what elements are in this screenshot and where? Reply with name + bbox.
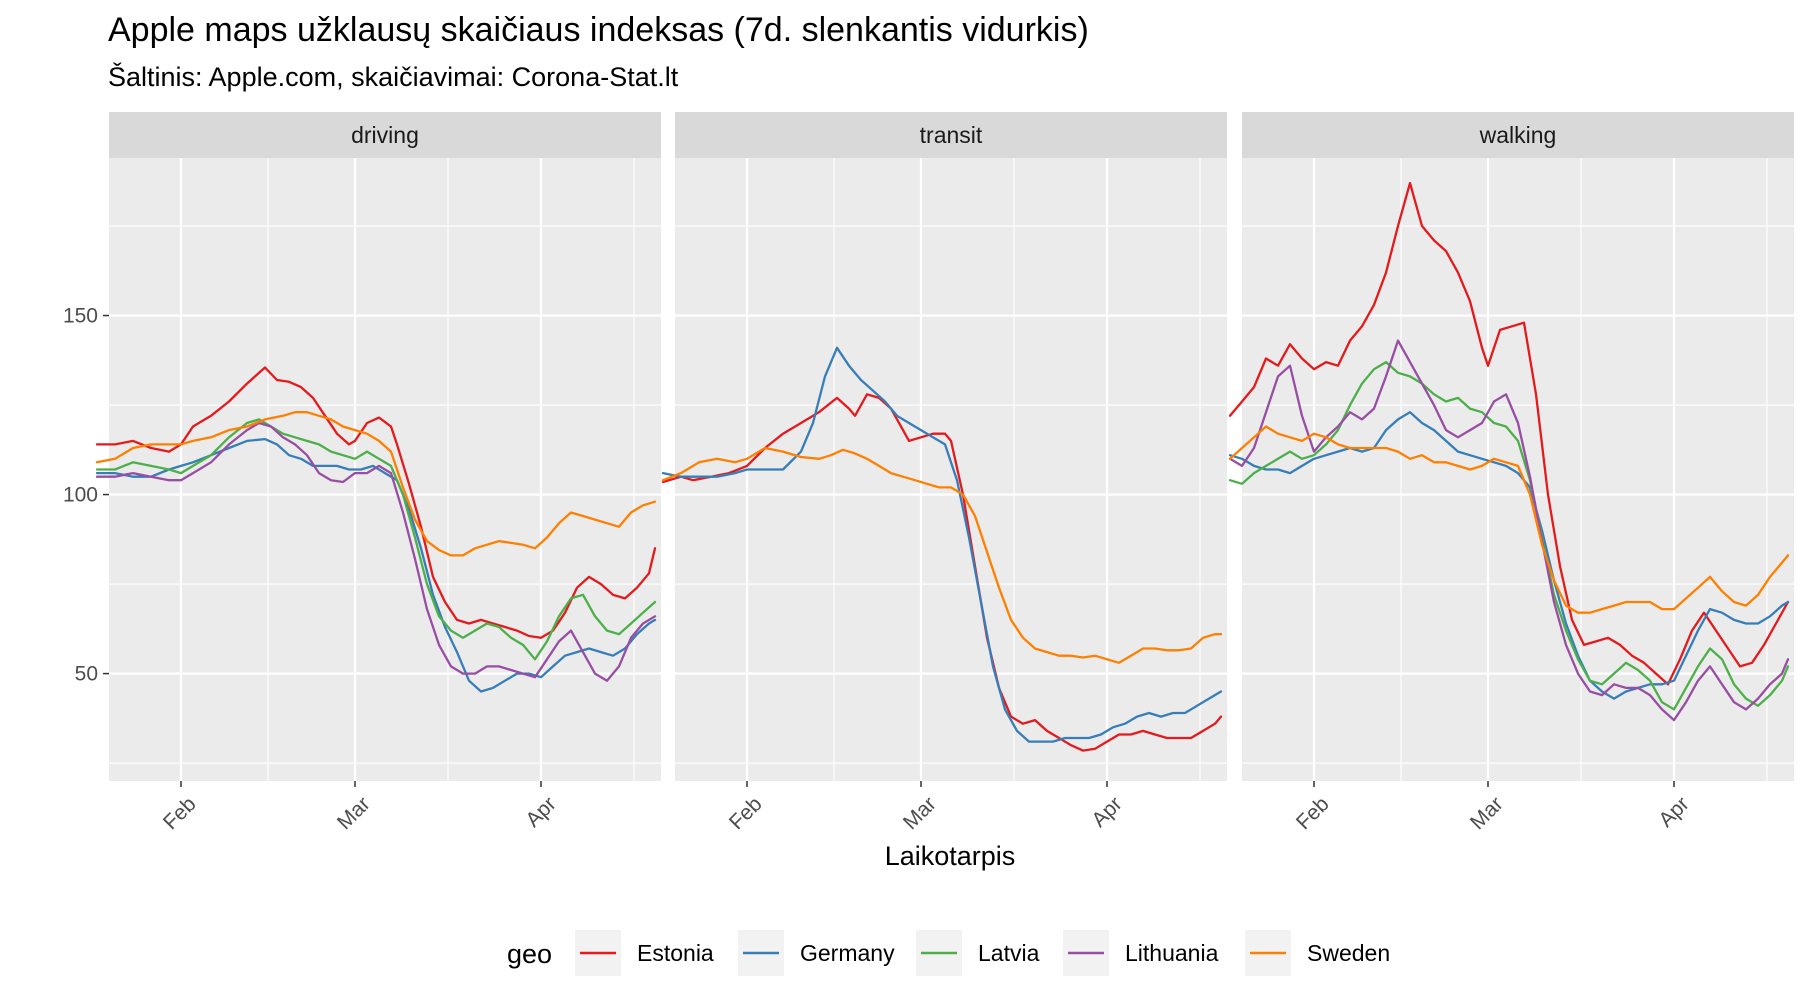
legend-label: Estonia xyxy=(637,940,714,966)
x-tick-label: Mar xyxy=(1466,792,1508,834)
x-tick-label: Feb xyxy=(1292,792,1334,834)
panel-walking: walking Feb Mar Apr xyxy=(1228,112,1794,834)
y-tick-label: 100 xyxy=(63,484,98,507)
series-line-germany-walking xyxy=(1228,411,1790,700)
series-line-latvia-walking xyxy=(1228,360,1790,711)
legend-title: geo xyxy=(507,939,552,969)
legend-entry-estonia: Estonia xyxy=(575,930,714,976)
series-line-lithuania-walking xyxy=(1228,339,1790,722)
panel-transit: transit Feb Mar Apr xyxy=(661,112,1227,834)
legend-entry-lithuania: Lithuania xyxy=(1063,930,1219,976)
legend-label: Latvia xyxy=(978,940,1040,966)
facet-strip xyxy=(675,112,1227,158)
x-tick-label: Apr xyxy=(521,792,560,831)
x-axis-title: Laikotarpis xyxy=(885,841,1016,871)
x-tick-label: Apr xyxy=(1087,792,1126,831)
series-line-estonia-driving xyxy=(95,366,657,639)
series-line-latvia-driving xyxy=(95,418,657,661)
legend-label: Germany xyxy=(800,940,895,966)
y-tick-label: 150 xyxy=(63,305,98,328)
legend: geo Estonia Germany Latvia Lithuania Sweden xyxy=(507,930,1390,976)
x-tick-label: Mar xyxy=(899,792,941,834)
facet-strip-label: driving xyxy=(351,122,419,148)
legend-label: Lithuania xyxy=(1125,940,1219,966)
facet-strip-label: walking xyxy=(1479,122,1557,148)
x-tick-label: Feb xyxy=(725,792,767,834)
x-tick-label: Mar xyxy=(333,792,375,834)
series-line-sweden-driving xyxy=(95,411,657,557)
facet-panels: driving Feb Mar Apr transit Feb Mar Apr walking F… xyxy=(95,112,1794,834)
y-axis: 50 100 150 xyxy=(63,305,109,686)
series-line-sweden-transit xyxy=(661,446,1223,664)
x-tick-label: Apr xyxy=(1654,792,1693,831)
legend-entry-latvia: Latvia xyxy=(916,930,1040,976)
series-line-sweden-walking xyxy=(1228,425,1790,614)
facet-strip xyxy=(109,112,661,158)
legend-entry-germany: Germany xyxy=(738,930,895,976)
chart-title: Apple maps užklausų skaičiaus indeksas (… xyxy=(108,11,1089,49)
legend-entry-sweden: Sweden xyxy=(1245,930,1390,976)
y-tick-label: 50 xyxy=(75,663,98,686)
facet-strip xyxy=(1242,112,1794,158)
panel-driving: driving Feb Mar Apr xyxy=(95,112,661,834)
x-tick-label: Feb xyxy=(159,792,201,834)
facet-strip-label: transit xyxy=(920,122,983,148)
legend-label: Sweden xyxy=(1307,940,1390,966)
panel-background xyxy=(1242,158,1794,781)
series-line-germany-transit xyxy=(661,346,1223,743)
series-line-estonia-walking xyxy=(1228,181,1790,686)
chart-subtitle: Šaltinis: Apple.com, skaičiavimai: Coron… xyxy=(108,61,679,92)
series-line-lithuania-driving xyxy=(95,421,657,682)
